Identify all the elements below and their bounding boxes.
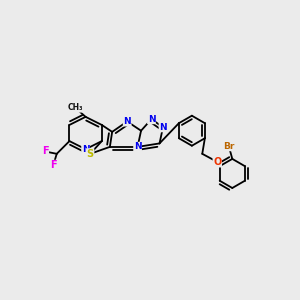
Text: CH₃: CH₃ <box>68 103 83 112</box>
Text: O: O <box>213 157 221 167</box>
Text: F: F <box>50 160 57 170</box>
Text: F: F <box>42 146 49 157</box>
Text: N: N <box>123 117 131 126</box>
Text: N: N <box>148 115 155 124</box>
Text: N: N <box>134 142 141 152</box>
Text: N: N <box>159 123 167 132</box>
Text: Br: Br <box>223 142 235 151</box>
Text: S: S <box>87 149 94 159</box>
Text: N: N <box>82 145 89 154</box>
